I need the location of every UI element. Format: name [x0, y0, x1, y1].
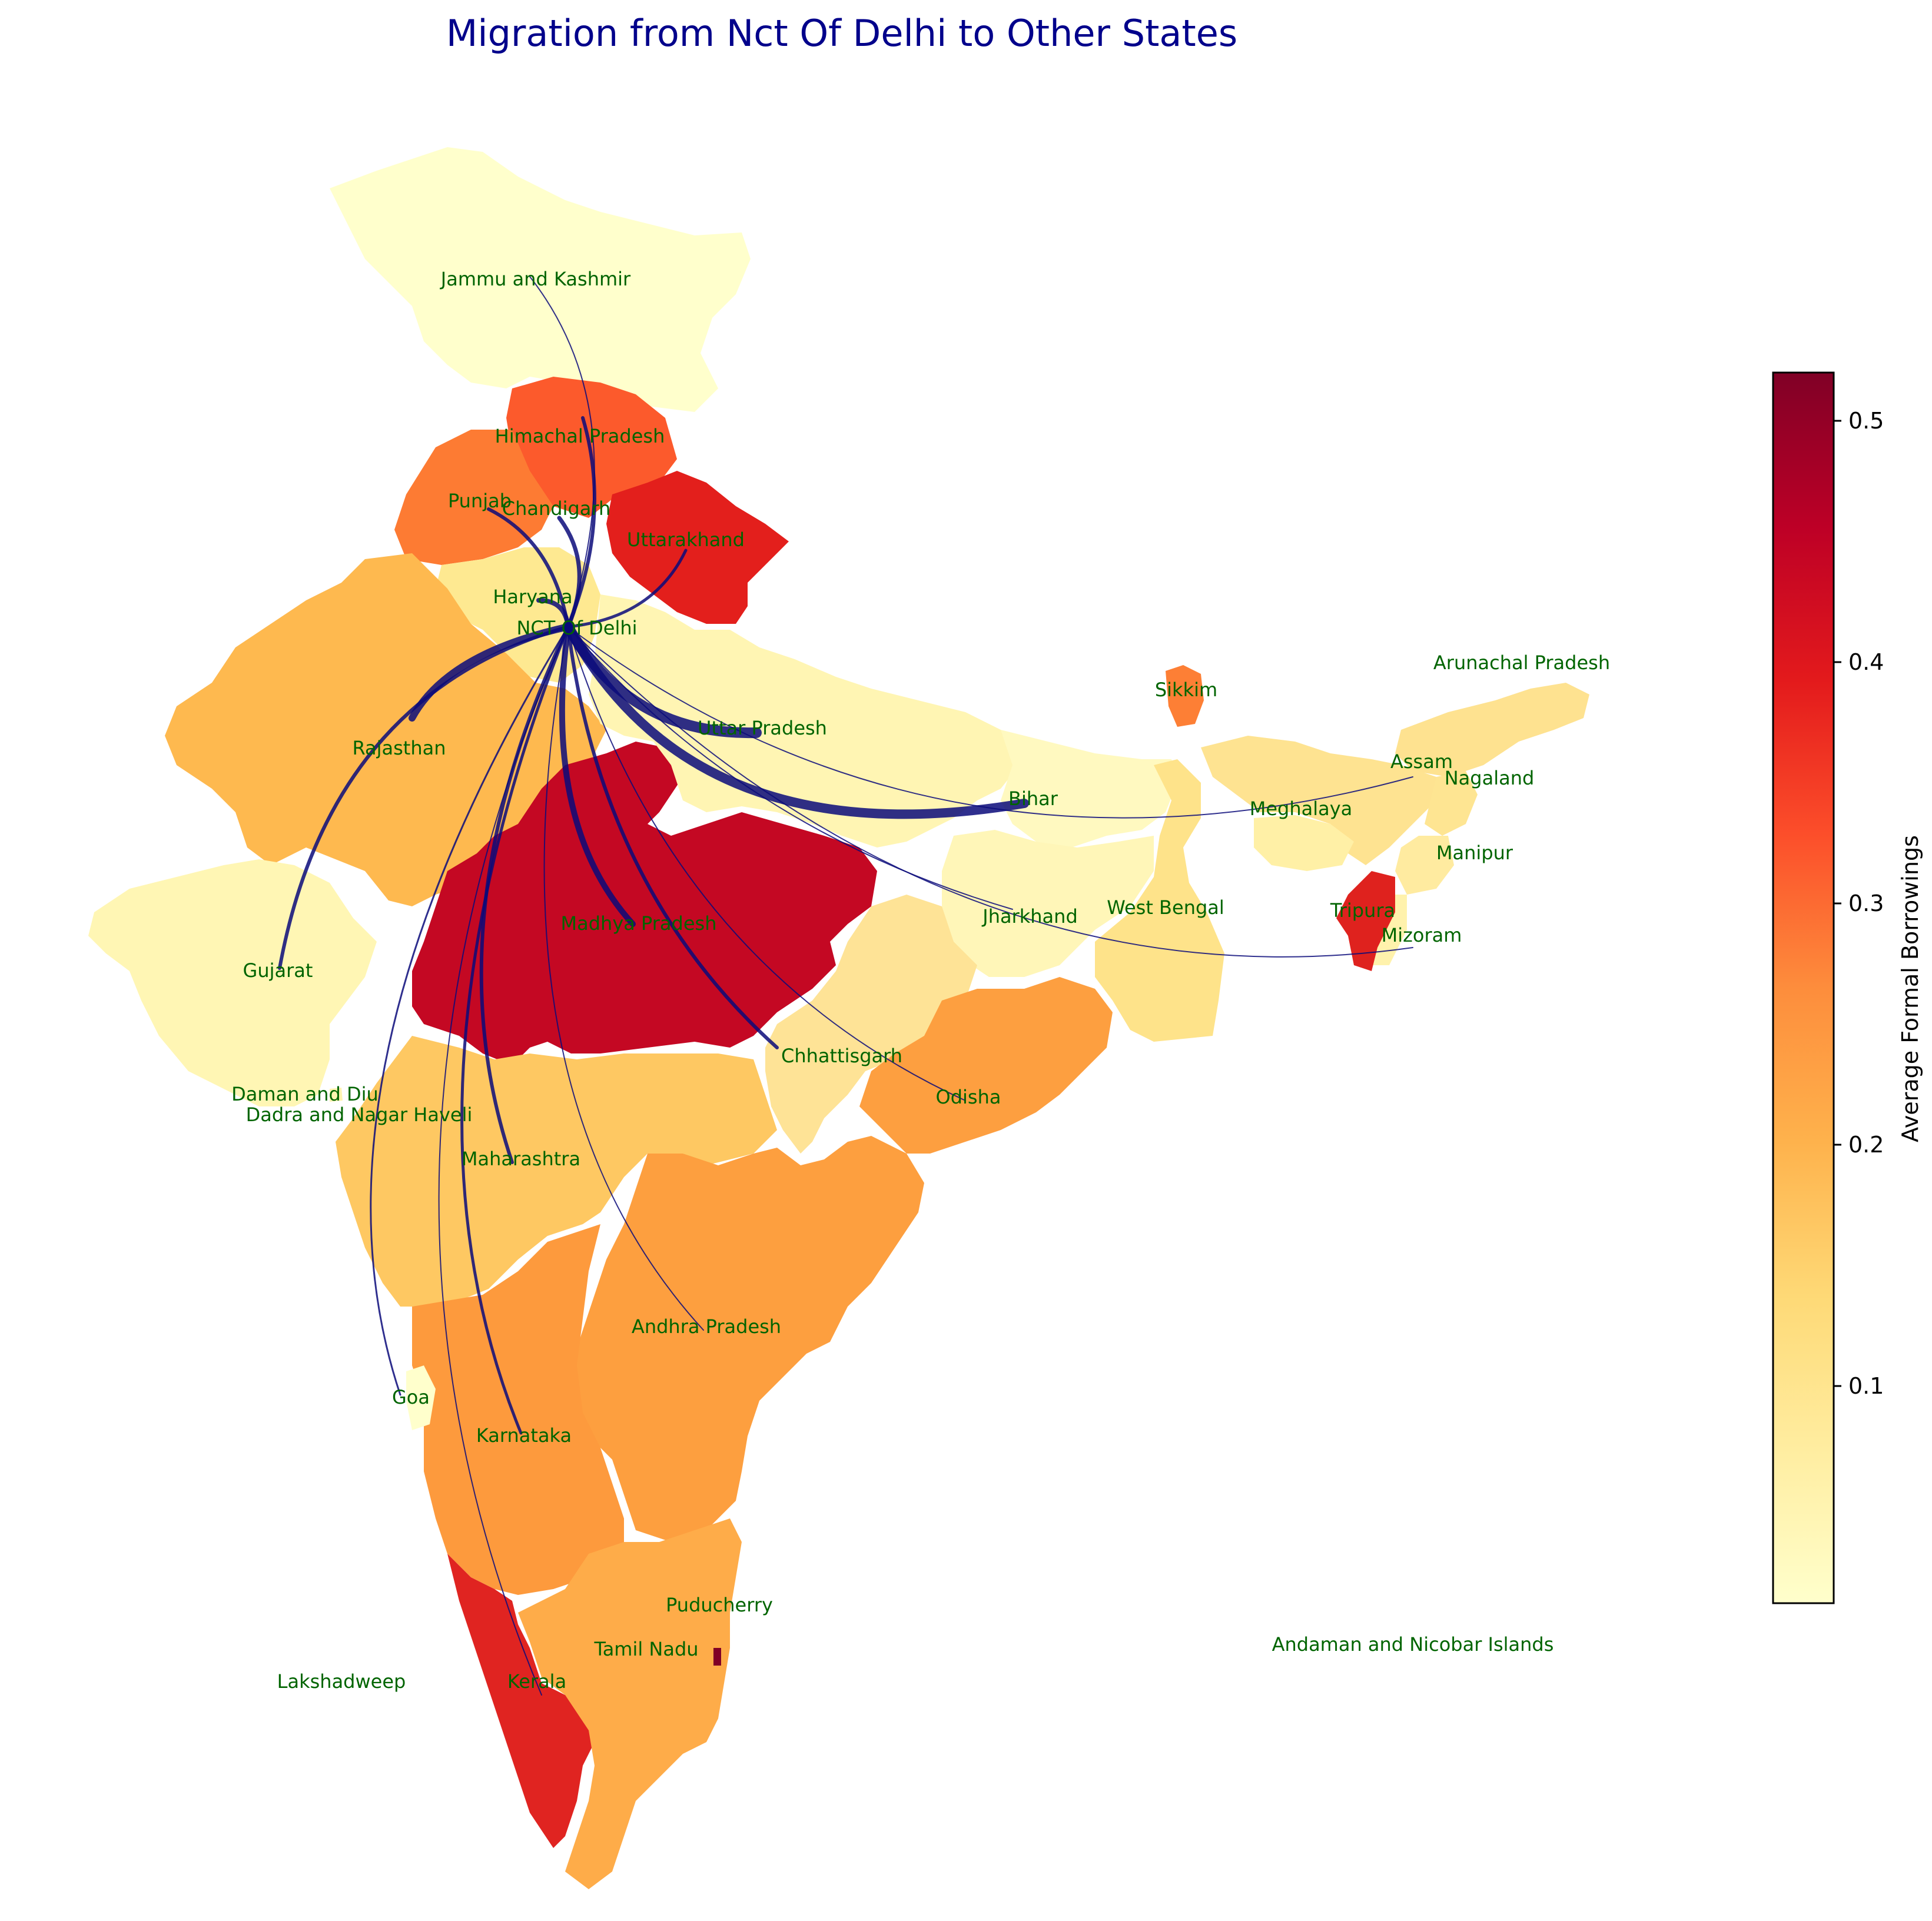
state-chhattisgarh	[765, 895, 977, 1154]
state-west-bengal	[1095, 759, 1224, 1042]
state-andhra-pradesh	[571, 1136, 924, 1542]
label-gujarat: Gujarat	[243, 959, 313, 982]
label-madhya-pradesh: Madhya Pradesh	[561, 912, 717, 935]
flow-assam	[567, 626, 1413, 819]
label-tripura: Tripura	[1330, 899, 1395, 922]
state-sikkim	[1166, 665, 1204, 727]
label-lakshadweep: Lakshadweep	[277, 1670, 406, 1693]
label-chhattisgarh: Chhattisgarh	[781, 1045, 902, 1067]
state-madhya-pradesh	[412, 742, 877, 1065]
label-kerala: Kerala	[507, 1670, 566, 1693]
flow-uttarakhand	[566, 549, 688, 629]
state-nagaland	[1425, 771, 1478, 836]
label-jharkhand: Jharkhand	[981, 905, 1078, 928]
state-labels: Jammu and Kashmir Himachal Pradesh Punja…	[231, 268, 1610, 1693]
label-tamil-nadu: Tamil Nadu	[593, 1638, 698, 1660]
state-maharashtra	[336, 1036, 777, 1307]
colorbar-gradient	[1772, 371, 1835, 1604]
label-haryana: Haryana	[493, 586, 572, 608]
colorbar-tick-label-0.4: 0.4	[1848, 649, 1884, 675]
label-rajasthan: Rajasthan	[352, 737, 446, 759]
state-karnataka	[412, 1224, 624, 1595]
flow-jammu-kashmir	[529, 276, 595, 627]
label-maharashtra: Maharashtra	[462, 1148, 580, 1170]
label-puducherry: Puducherry	[666, 1594, 773, 1616]
state-puducherry	[713, 1648, 721, 1666]
flow-chhattisgarh	[566, 625, 779, 1049]
state-polygons	[88, 147, 1589, 1889]
state-meghalaya	[1254, 815, 1354, 871]
label-meghalaya: Meghalaya	[1250, 797, 1353, 820]
flow-madhya-pradesh	[559, 624, 636, 927]
colorbar: 0.1 0.2 0.3 0.4 0.5 Average Formal Borro…	[1772, 371, 1923, 1604]
label-mizoram: Mizoram	[1382, 924, 1462, 946]
migration-flows	[278, 276, 1413, 1696]
state-himachal-pradesh	[506, 377, 677, 518]
state-assam	[1201, 736, 1436, 865]
flow-tripura	[567, 626, 1413, 958]
flow-punjab	[487, 507, 570, 629]
label-uttar-pradesh: Uttar Pradesh	[698, 717, 827, 739]
flow-odisha	[567, 626, 966, 1101]
state-punjab	[394, 430, 553, 565]
label-odisha: Odisha	[936, 1086, 1001, 1108]
colorbar-ticks	[1834, 420, 1841, 1387]
label-andaman-nicobar: Andaman and Nicobar Islands	[1272, 1633, 1554, 1656]
label-arunachal-pradesh: Arunachal Pradesh	[1433, 652, 1610, 674]
state-rajasthan	[165, 553, 606, 906]
flow-andhra-pradesh	[543, 626, 704, 1331]
label-daman-diu: Daman and Diu	[231, 1083, 379, 1105]
label-andhra-pradesh: Andhra Pradesh	[632, 1315, 781, 1338]
label-uttarakhand: Uttarakhand	[627, 529, 745, 551]
label-nct-delhi: NCT Of Delhi	[516, 617, 637, 639]
state-gujarat	[88, 859, 377, 1106]
colorbar-tick-label-0.5: 0.5	[1848, 408, 1884, 434]
flow-goa	[370, 626, 569, 1396]
flow-gujarat	[278, 625, 570, 970]
flow-karnataka	[460, 625, 570, 1435]
label-bihar: Bihar	[1008, 787, 1058, 810]
state-tamil-nadu	[518, 1518, 742, 1889]
state-uttar-pradesh	[589, 594, 1024, 848]
label-jammu-kashmir: Jammu and Kashmir	[440, 268, 631, 290]
state-manipur	[1395, 836, 1454, 895]
label-chandigarh: Chandigarh	[502, 497, 611, 520]
colorbar-tick-label-0.1: 0.1	[1848, 1373, 1884, 1399]
state-kerala	[447, 1554, 595, 1848]
label-punjab: Punjab	[448, 490, 512, 512]
flow-kerala	[438, 626, 569, 1696]
colorbar-tick-label-0.3: 0.3	[1848, 890, 1884, 916]
flow-chandigarh	[557, 516, 582, 629]
flow-bihar	[563, 622, 1029, 819]
label-sikkim: Sikkim	[1155, 679, 1217, 701]
label-karnataka: Karnataka	[476, 1424, 572, 1447]
state-uttarakhand	[606, 471, 789, 624]
colorbar-tick-label-0.2: 0.2	[1848, 1132, 1884, 1158]
state-jharkhand	[942, 830, 1154, 977]
colorbar-title: Average Formal Borrowings	[1897, 835, 1923, 1142]
label-dadra-nagar-haveli: Dadra and Nagar Haveli	[246, 1104, 473, 1126]
state-goa	[406, 1365, 436, 1430]
label-himachal-pradesh: Himachal Pradesh	[495, 425, 665, 447]
label-manipur: Manipur	[1436, 842, 1513, 864]
state-arunachal-pradesh	[1395, 683, 1589, 777]
state-jammu-kashmir	[330, 147, 751, 412]
state-tripura	[1336, 871, 1395, 971]
map-title: Migration from Nct Of Delhi to Other Sta…	[446, 12, 1237, 55]
label-assam: Assam	[1390, 750, 1453, 773]
state-daman-diu	[330, 1088, 343, 1102]
label-west-bengal: West Bengal	[1107, 896, 1224, 919]
flow-jharkhand	[567, 626, 1013, 910]
label-goa: Goa	[392, 1386, 430, 1408]
label-nagaland: Nagaland	[1445, 767, 1535, 789]
state-odisha	[859, 977, 1113, 1154]
